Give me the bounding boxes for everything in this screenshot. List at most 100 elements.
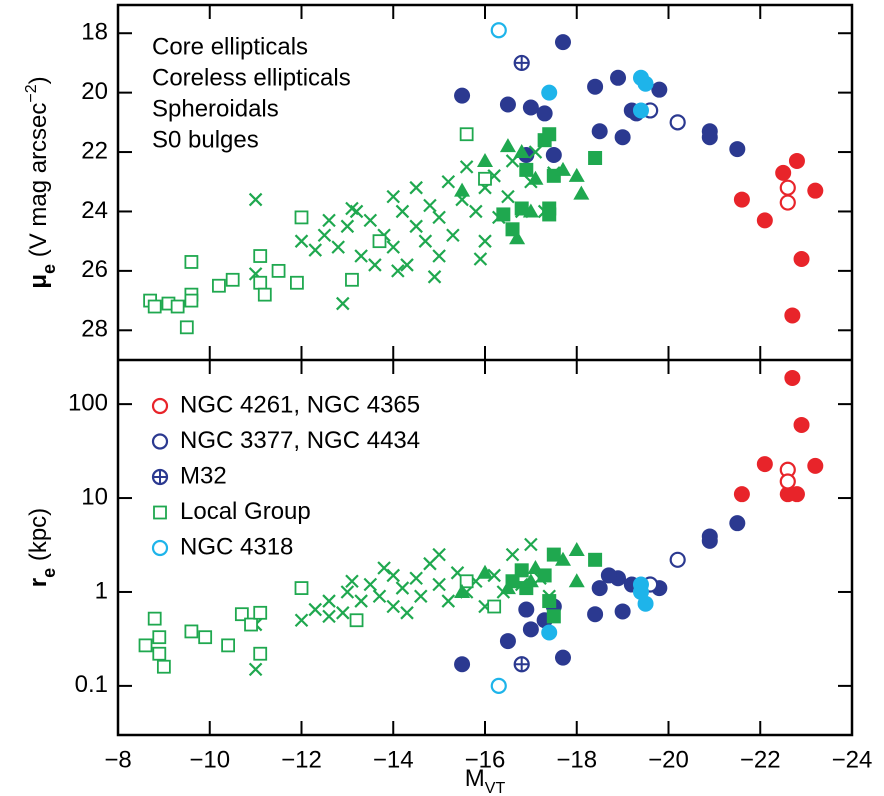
- point: [522, 99, 539, 116]
- point: [372, 589, 387, 604]
- point: [400, 258, 414, 272]
- point: [432, 210, 446, 225]
- legend-swatch: [151, 397, 169, 415]
- y-axis-label-part: μ: [25, 274, 52, 289]
- point: [784, 369, 801, 386]
- point: [519, 162, 534, 177]
- point-cross: [153, 470, 167, 484]
- point: [554, 551, 571, 566]
- point: [513, 656, 530, 673]
- point: [248, 662, 263, 677]
- point: [363, 577, 378, 592]
- point-cross: [514, 55, 529, 70]
- x-axis-label-part: VT: [485, 780, 506, 796]
- point: [441, 174, 456, 189]
- point-cross: [514, 657, 529, 672]
- point: [469, 204, 483, 219]
- x-tick-label: −8: [104, 746, 131, 773]
- point: [386, 568, 401, 583]
- point: [459, 127, 474, 142]
- y-axis-label: μe (V mag arcsec−2): [23, 76, 59, 288]
- point: [418, 234, 433, 248]
- point: [459, 160, 474, 174]
- point: [294, 234, 309, 248]
- point: [524, 537, 538, 552]
- point: [587, 606, 604, 623]
- point: [542, 127, 557, 142]
- point: [733, 191, 750, 208]
- legend-label: S0 bulges: [152, 126, 259, 153]
- y-axis-label-part: ): [25, 76, 52, 84]
- point: [756, 212, 773, 229]
- point: [614, 603, 631, 620]
- point: [459, 574, 474, 589]
- point: [536, 105, 553, 122]
- point: [248, 192, 263, 207]
- legend-swatch: [151, 433, 169, 450]
- point: [413, 589, 428, 604]
- point: [779, 179, 796, 196]
- y-tick-label: 100: [68, 389, 108, 416]
- point: [372, 234, 387, 249]
- point: [651, 81, 668, 98]
- point: [395, 581, 410, 595]
- point: [308, 243, 323, 257]
- point: [432, 547, 446, 562]
- point: [340, 219, 355, 234]
- point: [501, 189, 515, 204]
- point: [184, 624, 199, 639]
- point: [391, 264, 405, 278]
- point: [473, 252, 488, 266]
- point: [349, 613, 364, 628]
- y-tick-label: 24: [81, 197, 108, 224]
- point: [701, 129, 718, 146]
- point: [514, 563, 529, 578]
- point: [610, 69, 627, 86]
- legend-label: Coreless ellipticals: [152, 64, 351, 91]
- point: [793, 250, 810, 267]
- point: [345, 201, 359, 216]
- point: [198, 630, 213, 645]
- y-tick-label: 18: [81, 19, 108, 46]
- point: [573, 185, 590, 200]
- point: [568, 573, 585, 588]
- point: [505, 547, 520, 562]
- x-tick-label: −10: [189, 746, 230, 773]
- y-axis-label-part: −2: [23, 84, 40, 102]
- point: [184, 255, 199, 269]
- x-tick-label: −12: [281, 746, 322, 773]
- legend-label: NGC 4318: [180, 533, 293, 560]
- point: [554, 34, 571, 51]
- point: [669, 551, 686, 568]
- x-tick-label: −20: [648, 746, 689, 773]
- point: [600, 567, 617, 584]
- y-tick-label: 10: [81, 483, 108, 510]
- point: [632, 583, 649, 600]
- point: [807, 457, 824, 474]
- x-tick-label: −24: [832, 746, 873, 773]
- point: [478, 234, 492, 248]
- point: [354, 594, 368, 608]
- legend-label: Spheroidals: [152, 95, 279, 122]
- point: [156, 659, 171, 674]
- point: [253, 275, 268, 290]
- point: [591, 580, 608, 597]
- y-axis-label-part: r: [25, 578, 52, 587]
- point: [729, 515, 746, 532]
- point: [513, 54, 530, 72]
- point: [253, 249, 268, 263]
- point: [775, 164, 792, 181]
- point: [322, 213, 336, 228]
- point: [546, 547, 561, 562]
- point: [317, 228, 332, 243]
- point: [669, 114, 686, 131]
- y-tick-label: 28: [81, 316, 108, 343]
- point: [614, 129, 631, 146]
- point: [271, 263, 286, 278]
- point: [487, 599, 502, 614]
- point: [170, 299, 185, 314]
- point: [253, 646, 268, 661]
- point: [294, 581, 309, 595]
- x-tick-label: −14: [373, 746, 414, 773]
- point: [477, 564, 493, 579]
